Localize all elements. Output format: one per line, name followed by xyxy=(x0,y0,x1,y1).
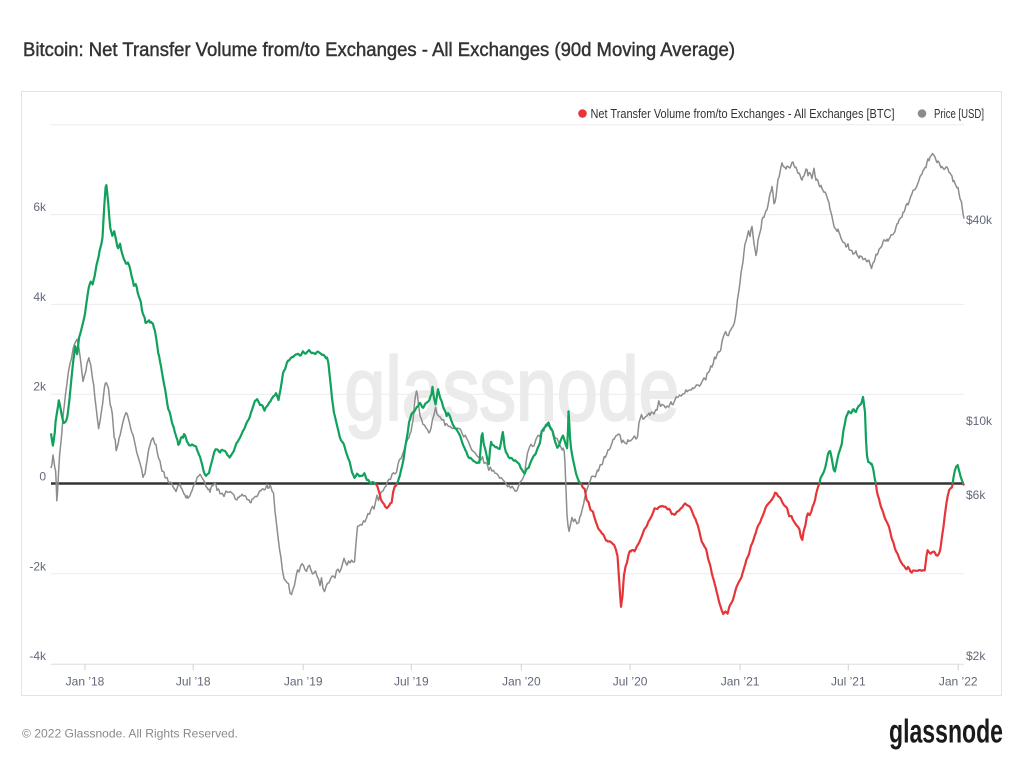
svg-text:glassnode: glassnode xyxy=(345,340,680,440)
svg-text:Net Transfer Volume from/to Ex: Net Transfer Volume from/to Exchanges - … xyxy=(591,107,895,121)
svg-text:4k: 4k xyxy=(33,290,47,304)
svg-text:Jan ’20: Jan ’20 xyxy=(502,674,541,688)
svg-text:© 2022 Glassnode. All Rights R: © 2022 Glassnode. All Rights Reserved. xyxy=(22,727,238,741)
svg-text:-2k: -2k xyxy=(29,559,47,573)
svg-text:Price [USD]: Price [USD] xyxy=(934,107,984,121)
svg-text:Bitcoin: Net Transfer Volume f: Bitcoin: Net Transfer Volume from/to Exc… xyxy=(23,39,735,61)
svg-text:Jan ’22: Jan ’22 xyxy=(939,674,978,688)
svg-text:-4k: -4k xyxy=(29,649,47,663)
svg-text:$10k: $10k xyxy=(966,414,993,428)
svg-text:Jan ’19: Jan ’19 xyxy=(284,674,323,688)
svg-text:Jan ’18: Jan ’18 xyxy=(66,674,105,688)
svg-text:glassnode: glassnode xyxy=(889,713,1003,750)
svg-text:Jul ’21: Jul ’21 xyxy=(831,674,866,688)
svg-text:Jul ’19: Jul ’19 xyxy=(394,674,429,688)
svg-text:Jul ’18: Jul ’18 xyxy=(176,674,211,688)
svg-text:6k: 6k xyxy=(33,200,47,214)
svg-text:0: 0 xyxy=(39,470,46,484)
svg-text:$2k: $2k xyxy=(966,649,986,663)
svg-text:Jan ’21: Jan ’21 xyxy=(721,674,760,688)
svg-text:$40k: $40k xyxy=(966,213,993,227)
svg-text:2k: 2k xyxy=(33,380,47,394)
svg-text:$6k: $6k xyxy=(966,488,986,502)
svg-text:Jul ’20: Jul ’20 xyxy=(613,674,648,688)
